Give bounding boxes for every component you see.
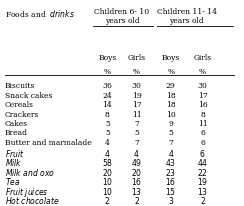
Text: 7: 7 [134,120,139,128]
Text: $\mathit{20}$: $\mathit{20}$ [131,167,142,178]
Text: Snack cakes: Snack cakes [5,92,52,100]
Text: Girls: Girls [193,54,212,62]
Text: Bread: Bread [5,129,28,137]
Text: Children 6- 10
years old: Children 6- 10 years old [94,8,150,25]
Text: $\mathit{13}$: $\mathit{13}$ [131,185,142,197]
Text: 5: 5 [105,120,110,128]
Text: Cakes: Cakes [5,120,28,128]
Text: Cereals: Cereals [5,101,34,109]
Text: $\mathit{58}$: $\mathit{58}$ [102,157,113,168]
Text: $\mathit{4}$: $\mathit{4}$ [133,148,140,159]
Text: 5: 5 [105,129,110,137]
Text: 18: 18 [166,101,176,109]
Text: $\mathit{10}$: $\mathit{10}$ [102,185,113,197]
Text: $\mathit{2}$: $\mathit{2}$ [200,195,205,206]
Text: 5: 5 [168,129,173,137]
Text: $\mathit{Fruit\ juices}$: $\mathit{Fruit\ juices}$ [5,185,49,199]
Text: 17: 17 [132,101,142,109]
Text: Girls: Girls [128,54,146,62]
Text: 30: 30 [198,82,207,90]
Text: %: % [167,68,174,76]
Text: $\mathit{15}$: $\mathit{15}$ [165,185,176,197]
Text: $\mathit{Hot\ chocolate}$: $\mathit{Hot\ chocolate}$ [5,195,60,206]
Text: $\mathit{49}$: $\mathit{49}$ [131,157,142,168]
Text: $\mathit{2}$: $\mathit{2}$ [104,195,110,206]
Text: 10: 10 [166,111,176,118]
Text: Butter and marmalade: Butter and marmalade [5,139,92,147]
Text: 11: 11 [198,120,207,128]
Text: Foods and  $\mathit{drinks}$: Foods and $\mathit{drinks}$ [5,8,75,19]
Text: 6: 6 [200,129,205,137]
Text: 19: 19 [132,92,142,100]
Text: 8: 8 [200,111,205,118]
Text: 7: 7 [168,139,173,147]
Text: Boys: Boys [98,54,116,62]
Text: Crackers: Crackers [5,111,39,118]
Text: $\mathit{4}$: $\mathit{4}$ [168,148,174,159]
Text: $\mathit{Fruit}$: $\mathit{Fruit}$ [5,148,25,159]
Text: $\mathit{43}$: $\mathit{43}$ [165,157,176,168]
Text: 29: 29 [166,82,176,90]
Text: 14: 14 [102,101,112,109]
Text: $\mathit{Tea}$: $\mathit{Tea}$ [5,176,20,187]
Text: %: % [199,68,206,76]
Text: 36: 36 [102,82,112,90]
Text: 17: 17 [198,92,207,100]
Text: Biscuits: Biscuits [5,82,35,90]
Text: 9: 9 [168,120,173,128]
Text: $\mathit{22}$: $\mathit{22}$ [197,167,208,178]
Text: $\mathit{4}$: $\mathit{4}$ [104,148,111,159]
Text: $\mathit{16}$: $\mathit{16}$ [131,176,142,187]
Text: 4: 4 [105,139,110,147]
Text: $\mathit{6}$: $\mathit{6}$ [199,148,206,159]
Text: $\mathit{19}$: $\mathit{19}$ [197,176,208,187]
Text: 24: 24 [102,92,112,100]
Text: 16: 16 [198,101,207,109]
Text: Boys: Boys [162,54,180,62]
Text: 5: 5 [134,129,139,137]
Text: 6: 6 [200,139,205,147]
Text: 7: 7 [134,139,139,147]
Text: Children 11- 14
years old: Children 11- 14 years old [157,8,217,25]
Text: $\mathit{Milk}$: $\mathit{Milk}$ [5,157,22,168]
Text: 30: 30 [132,82,142,90]
Text: %: % [133,68,140,76]
Text: %: % [104,68,111,76]
Text: $\mathit{10}$: $\mathit{10}$ [102,176,113,187]
Text: $\mathit{20}$: $\mathit{20}$ [102,167,113,178]
Text: $\mathit{16}$: $\mathit{16}$ [165,176,176,187]
Text: $\mathit{2}$: $\mathit{2}$ [134,195,140,206]
Text: $\mathit{3}$: $\mathit{3}$ [168,195,174,206]
Text: 18: 18 [166,92,176,100]
Text: $\mathit{44}$: $\mathit{44}$ [197,157,208,168]
Text: 8: 8 [105,111,110,118]
Text: 11: 11 [132,111,142,118]
Text: $\mathit{23}$: $\mathit{23}$ [165,167,176,178]
Text: $\mathit{Milk\ and\ oxo}$: $\mathit{Milk\ and\ oxo}$ [5,167,55,178]
Text: $\mathit{13}$: $\mathit{13}$ [197,185,208,197]
